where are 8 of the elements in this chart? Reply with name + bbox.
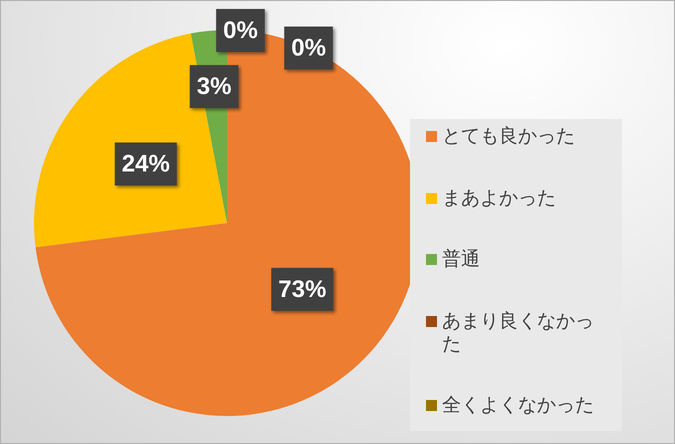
legend-label: 普通 — [442, 248, 481, 271]
legend-label: 全くよくなかった — [442, 394, 595, 417]
data-label: 24% — [122, 150, 170, 178]
data-label: 73% — [278, 276, 326, 303]
legend-label: まあよかった — [442, 186, 557, 210]
legend-label: とても良かった — [442, 125, 576, 148]
legend-label: あまり良くなかった — [442, 310, 595, 356]
data-label: 3% — [196, 73, 232, 100]
